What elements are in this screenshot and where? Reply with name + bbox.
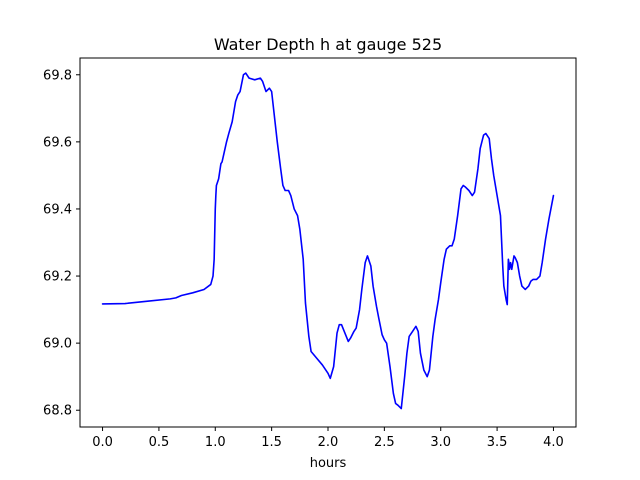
x-tick-label: 3.0: [430, 435, 451, 450]
x-tick-label: 2.5: [374, 435, 395, 450]
y-tick-label: 69.2: [43, 270, 72, 285]
y-tick-label: 69.0: [43, 337, 72, 352]
x-tick-label: 2.0: [318, 435, 339, 450]
y-tick-label: 69.6: [43, 135, 72, 150]
y-tick-label: 69.4: [43, 202, 72, 217]
series-line-0: [101, 72, 555, 410]
x-tick-label: 1.5: [261, 435, 282, 450]
x-tick-label: 1.0: [205, 435, 226, 450]
x-tick-label: 0.5: [149, 435, 170, 450]
y-tick-label: 69.8: [43, 68, 72, 83]
chart-title: Water Depth h at gauge 525: [214, 35, 442, 54]
y-tick-label: 68.8: [43, 404, 72, 419]
x-axis-label: hours: [310, 456, 347, 471]
plot-area: [101, 72, 555, 410]
axes: 0.0 0.5 1.0 1.5 2.0 2.5 3.0 3.5 4.0 68.8 69.0 69.2 6…: [43, 57, 577, 450]
x-tick-label: 4.0: [543, 435, 564, 450]
x-tick-label: 0.0: [92, 435, 113, 450]
x-tick-label: 3.5: [487, 435, 508, 450]
